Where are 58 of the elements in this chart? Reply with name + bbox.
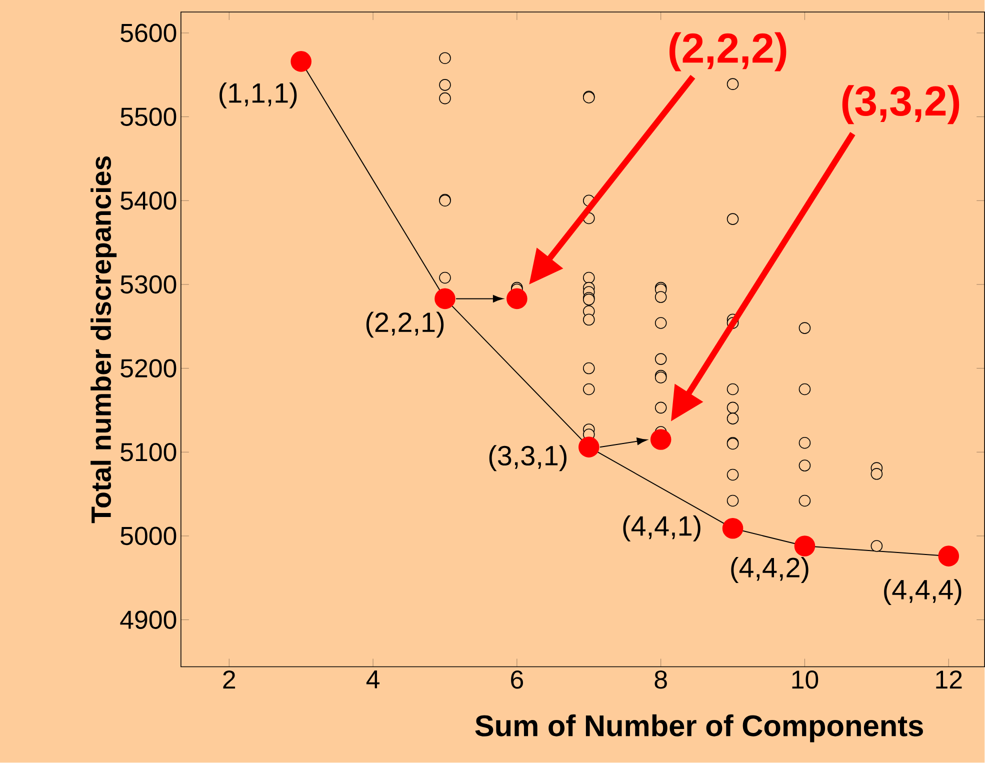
x-tick-label: 8 (654, 670, 667, 689)
point (722, 518, 744, 539)
point (582, 272, 595, 284)
point (726, 412, 739, 425)
point (654, 402, 667, 414)
point (726, 78, 739, 90)
point (582, 314, 595, 326)
y-tick-label: 5500 (120, 108, 176, 126)
point (582, 362, 595, 374)
data-label: (2,2,1) (366, 312, 444, 338)
point (794, 536, 816, 557)
data-label: (1,1,1) (220, 82, 297, 109)
x-tick-label: 12 (936, 670, 962, 689)
y-tick-label: 5200 (120, 359, 176, 378)
x-axis-title: Sum of Number of Components (475, 714, 923, 742)
point (578, 436, 600, 458)
x-tick-label: 6 (511, 670, 523, 689)
x-tick-label: 4 (366, 670, 380, 688)
x-tick-label: 2 (223, 670, 236, 689)
y-tick-label: 5300 (120, 275, 176, 294)
point (654, 291, 667, 304)
point (654, 353, 667, 366)
y-tick-label: 5000 (120, 526, 176, 546)
y-tick-label: 5600 (120, 24, 176, 42)
data-label: (4,4,4) (884, 579, 962, 606)
y-tick-label: 4900 (120, 610, 176, 630)
point (726, 469, 739, 481)
point (439, 92, 451, 104)
point (726, 213, 739, 226)
point (870, 540, 883, 552)
point (439, 272, 451, 284)
annotation: (3,3,2) (842, 85, 960, 124)
y-tick-label: 5400 (120, 192, 176, 210)
data-label: (4,4,2) (731, 557, 808, 584)
y-tick-label: 5100 (120, 443, 176, 462)
point (650, 429, 672, 450)
point (798, 437, 811, 449)
point (290, 51, 312, 72)
point (726, 383, 739, 396)
point (506, 288, 528, 310)
x-tick-label: 10 (792, 670, 818, 689)
point (798, 322, 811, 334)
point (582, 383, 595, 396)
annotation: (2,2,2) (669, 32, 786, 72)
point (798, 383, 811, 396)
point (654, 317, 667, 330)
point (798, 460, 811, 472)
point (726, 494, 739, 507)
point (798, 494, 811, 507)
point (434, 288, 456, 310)
data-label: (4,4,1) (623, 516, 700, 542)
point (439, 52, 451, 64)
point (938, 546, 960, 567)
point (870, 468, 883, 480)
point (439, 79, 451, 91)
point (726, 402, 739, 414)
data-label: (3,3,1) (489, 445, 566, 472)
y-axis-title: Total number discrepancies (90, 156, 117, 524)
